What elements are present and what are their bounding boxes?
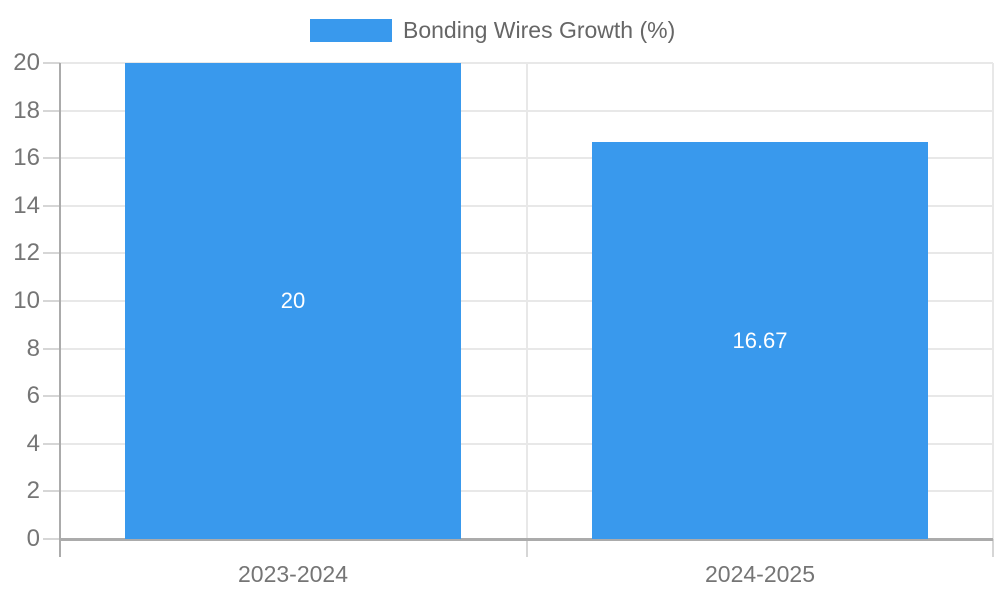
legend-label: Bonding Wires Growth (%) bbox=[403, 17, 676, 43]
y-tick-mark bbox=[43, 348, 60, 350]
y-tick-label: 14 bbox=[13, 192, 40, 219]
x-tick-label: 2023-2024 bbox=[238, 561, 348, 587]
chart-legend[interactable]: Bonding Wires Growth (%) bbox=[310, 19, 675, 42]
y-tick-mark bbox=[43, 300, 60, 302]
y-tick-label: 12 bbox=[13, 239, 40, 266]
y-tick-label: 10 bbox=[13, 287, 40, 314]
y-tick-mark bbox=[43, 395, 60, 397]
y-tick-label: 4 bbox=[26, 430, 40, 457]
y-tick-mark bbox=[43, 157, 60, 159]
x-axis-line bbox=[59, 538, 993, 541]
legend-swatch bbox=[310, 19, 392, 42]
y-tick-mark bbox=[43, 252, 60, 254]
x-tick-mark bbox=[992, 539, 994, 557]
x-gridline bbox=[526, 63, 528, 539]
y-tick-mark bbox=[43, 205, 60, 207]
y-tick-label: 6 bbox=[26, 382, 40, 409]
y-tick-label: 20 bbox=[13, 49, 40, 76]
y-tick-mark bbox=[43, 110, 60, 112]
x-tick-label: 2024-2025 bbox=[705, 561, 815, 587]
bar-value-label: 20 bbox=[280, 288, 306, 313]
y-tick-label: 2 bbox=[26, 477, 40, 504]
y-tick-label: 0 bbox=[26, 525, 40, 552]
y-tick-mark bbox=[43, 443, 60, 445]
bar-value-label: 16.67 bbox=[732, 328, 788, 353]
x-tick-mark bbox=[526, 539, 528, 557]
bar-2024-2025[interactable] bbox=[592, 142, 928, 539]
y-tick-label: 8 bbox=[26, 335, 40, 362]
x-gridline bbox=[992, 63, 994, 539]
y-tick-label: 16 bbox=[13, 144, 40, 171]
y-axis-line bbox=[59, 63, 61, 557]
y-tick-mark bbox=[43, 62, 60, 64]
y-tick-label: 18 bbox=[13, 97, 40, 124]
y-tick-mark bbox=[43, 490, 60, 492]
y-tick-mark bbox=[43, 538, 60, 540]
bar-2023-2024[interactable] bbox=[125, 63, 461, 539]
